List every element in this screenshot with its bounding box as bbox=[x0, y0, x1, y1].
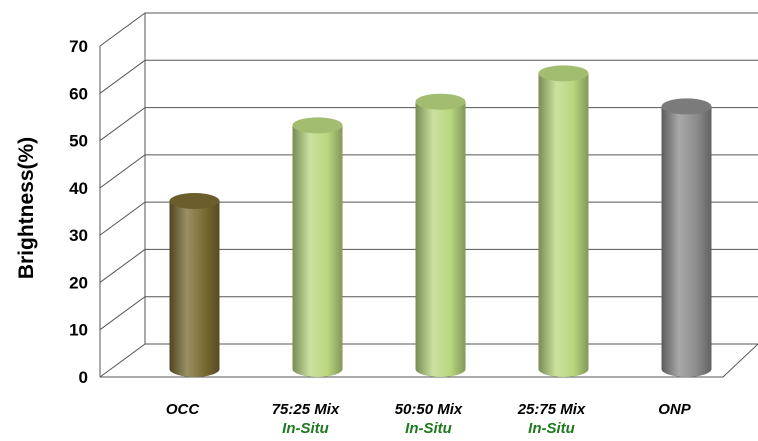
y-tick-label: 10 bbox=[69, 321, 88, 340]
x-tick-label: 75:25 Mix bbox=[272, 401, 340, 418]
bar-body bbox=[661, 106, 712, 377]
bar-body bbox=[415, 101, 466, 377]
y-axis-label: Brightness(%) bbox=[15, 137, 38, 279]
bar-body bbox=[292, 125, 343, 377]
x-tick-label: ONP bbox=[658, 401, 692, 418]
bar-top bbox=[415, 93, 466, 110]
bar-top bbox=[538, 65, 589, 82]
x-tick-sublabel: In-Situ bbox=[282, 420, 329, 437]
bar bbox=[538, 65, 589, 377]
y-axis-ticks: 0 10 20 30 40 50 60 70 bbox=[69, 37, 88, 387]
y-tick-label: 60 bbox=[69, 84, 88, 103]
bar-body bbox=[538, 73, 589, 377]
bar-top bbox=[661, 98, 712, 115]
y-tick-label: 20 bbox=[69, 273, 88, 292]
x-tick-sublabel: In-Situ bbox=[405, 420, 452, 437]
grid-line bbox=[99, 59, 758, 94]
floor-edge bbox=[100, 343, 758, 378]
bar bbox=[169, 193, 220, 377]
x-tick-label: OCC bbox=[166, 401, 201, 418]
bar-top bbox=[292, 117, 343, 134]
y-tick-label: 0 bbox=[79, 368, 88, 387]
bar-body bbox=[169, 201, 220, 377]
y-tick-label: 70 bbox=[69, 37, 88, 56]
bar bbox=[292, 117, 343, 377]
x-axis-labels: OCC 75:25 Mix In-Situ 50:50 Mix In-Situ 25:75… bbox=[166, 401, 692, 437]
bar-top bbox=[169, 193, 220, 209]
grid-lines bbox=[99, 12, 758, 378]
bars bbox=[169, 65, 712, 377]
y-tick-label: 40 bbox=[69, 179, 88, 198]
y-tick-label: 30 bbox=[69, 226, 88, 245]
x-tick-label: 25:75 Mix bbox=[517, 401, 586, 418]
x-tick-label: 50:50 Mix bbox=[395, 401, 463, 418]
bar bbox=[415, 93, 466, 377]
grid-line bbox=[99, 12, 758, 47]
x-tick-sublabel: In-Situ bbox=[528, 420, 575, 437]
bar bbox=[661, 98, 712, 377]
y-tick-label: 50 bbox=[69, 132, 88, 151]
